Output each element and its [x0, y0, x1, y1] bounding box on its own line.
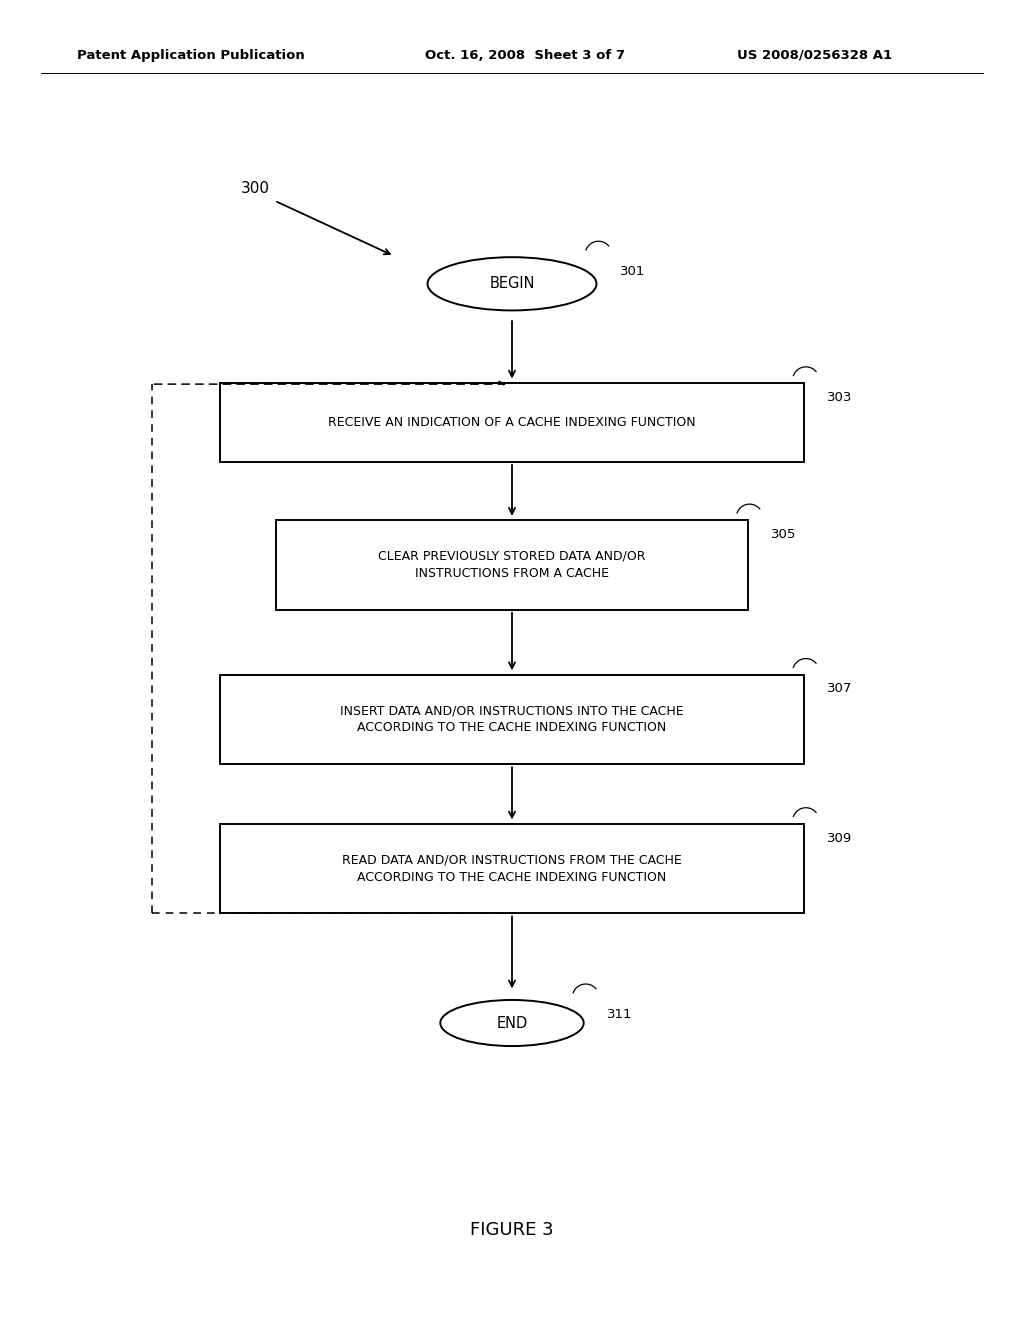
- Text: 303: 303: [827, 391, 853, 404]
- Text: 307: 307: [827, 682, 853, 696]
- Text: Patent Application Publication: Patent Application Publication: [77, 49, 304, 62]
- Text: END: END: [497, 1015, 527, 1031]
- Text: 309: 309: [827, 832, 853, 845]
- Text: BEGIN: BEGIN: [489, 276, 535, 292]
- Text: 305: 305: [771, 528, 797, 541]
- Text: FIGURE 3: FIGURE 3: [470, 1221, 554, 1239]
- Text: CLEAR PREVIOUSLY STORED DATA AND/OR
INSTRUCTIONS FROM A CACHE: CLEAR PREVIOUSLY STORED DATA AND/OR INST…: [378, 550, 646, 579]
- Text: Oct. 16, 2008  Sheet 3 of 7: Oct. 16, 2008 Sheet 3 of 7: [425, 49, 625, 62]
- Text: 300: 300: [241, 181, 269, 197]
- Text: 301: 301: [621, 265, 645, 279]
- Text: US 2008/0256328 A1: US 2008/0256328 A1: [737, 49, 892, 62]
- Text: READ DATA AND/OR INSTRUCTIONS FROM THE CACHE
ACCORDING TO THE CACHE INDEXING FUN: READ DATA AND/OR INSTRUCTIONS FROM THE C…: [342, 854, 682, 883]
- Text: INSERT DATA AND/OR INSTRUCTIONS INTO THE CACHE
ACCORDING TO THE CACHE INDEXING F: INSERT DATA AND/OR INSTRUCTIONS INTO THE…: [340, 705, 684, 734]
- Text: 311: 311: [607, 1008, 633, 1020]
- Text: RECEIVE AN INDICATION OF A CACHE INDEXING FUNCTION: RECEIVE AN INDICATION OF A CACHE INDEXIN…: [328, 416, 696, 429]
